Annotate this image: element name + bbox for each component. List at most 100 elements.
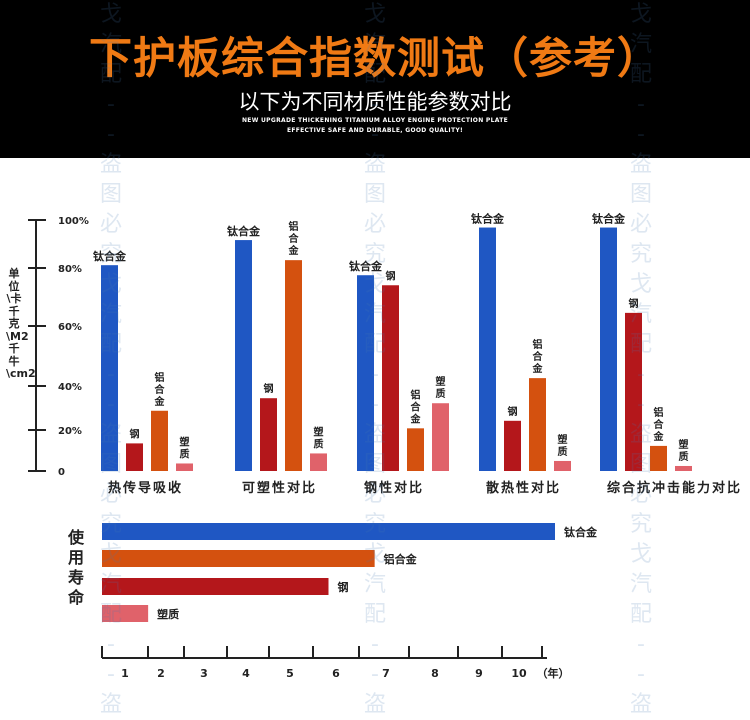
- watermark-glyph: -: [371, 92, 379, 117]
- bar-label: 合: [653, 418, 665, 431]
- bar-label: 金: [154, 395, 166, 408]
- life-bar-steel: [102, 578, 329, 595]
- watermark-glyph: 戈: [99, 542, 122, 567]
- watermark-glyph: 配: [99, 332, 122, 357]
- bar-steel: [260, 398, 277, 471]
- watermark-glyph: 究: [629, 242, 652, 267]
- watermark-glyph: 戈: [629, 272, 652, 297]
- watermark-glyph: -: [637, 362, 645, 387]
- x-tick-label: 7: [382, 667, 390, 680]
- english-tagline-1: NEW UPGRADE THICKENING TITANIUM ALLOY EN…: [241, 117, 509, 124]
- life-bar-titanium: [102, 523, 555, 540]
- life-bar-label: 铝合金: [384, 552, 418, 566]
- x-tick-label: 5: [286, 667, 294, 680]
- bar-label: 铝: [533, 338, 543, 351]
- bar-steel: [382, 285, 399, 471]
- life-bar-label: 钛合金: [564, 525, 598, 539]
- watermark-glyph: 究: [629, 512, 652, 537]
- watermark-glyph: 戈: [629, 2, 652, 27]
- watermark-glyph: -: [637, 122, 645, 147]
- life-bar-label: 塑质: [157, 607, 179, 621]
- bar-label: 质: [679, 450, 689, 463]
- bar-label: 钢: [130, 427, 140, 440]
- watermark-glyph: 究: [99, 242, 122, 267]
- bar-label: 质: [558, 445, 568, 458]
- page-subtitle: 以下为不同材质性能参数对比: [238, 90, 512, 114]
- watermark-glyph: 配: [363, 62, 386, 87]
- life-bar-plastic: [102, 605, 149, 622]
- watermark-glyph: 必: [629, 212, 652, 237]
- bar-label: 铝: [654, 406, 664, 419]
- bar-aluminum: [285, 260, 302, 471]
- watermark-glyph: 盗: [363, 152, 386, 177]
- watermark-glyph: 配: [629, 602, 652, 627]
- bar-plastic: [310, 453, 327, 471]
- bar-titanium: [600, 227, 617, 471]
- watermark-glyph: 盗: [99, 692, 122, 717]
- watermark-glyph: -: [107, 392, 115, 417]
- watermark-glyph: -: [107, 92, 115, 117]
- bar-steel: [126, 443, 143, 471]
- bar-aluminum: [529, 378, 546, 471]
- group-label: 钢性对比: [364, 480, 424, 496]
- watermark-glyph: 必: [99, 482, 122, 507]
- watermark-glyph: 汽: [363, 302, 386, 327]
- x-axis-unit: （年）: [537, 666, 570, 680]
- x-tick-label: 8: [431, 667, 439, 680]
- watermark-glyph: -: [371, 122, 379, 147]
- watermark-glyph: -: [371, 362, 379, 387]
- bar-label: 钢: [629, 297, 639, 310]
- bar-aluminum: [650, 445, 667, 471]
- watermark-glyph: 必: [363, 482, 386, 507]
- english-tagline-2: EFFECTIVE SAFE AND DURABLE, GOOD QUALITY…: [286, 127, 464, 134]
- bar-label: 铝: [155, 371, 165, 384]
- x-tick-label: 3: [200, 667, 208, 680]
- bar-plastic: [675, 465, 692, 471]
- watermark-glyph: -: [637, 662, 645, 687]
- bar-label: 钢: [264, 382, 274, 395]
- bar-label: 质: [180, 447, 190, 460]
- watermark-glyph: 汽: [629, 572, 652, 597]
- watermark-glyph: 图: [99, 182, 122, 207]
- y-tick-label: 100%: [58, 216, 89, 227]
- bar-label: 钛合金: [592, 212, 626, 226]
- watermark-glyph: 汽: [99, 572, 122, 597]
- watermark-glyph: 必: [363, 212, 386, 237]
- bar-label: 金: [653, 430, 665, 443]
- x-tick-label: 10: [511, 667, 527, 680]
- bar-label: 钛合金: [93, 249, 127, 263]
- watermark-glyph: 图: [629, 452, 652, 477]
- bar-label: 合: [288, 232, 300, 245]
- watermark-glyph: -: [371, 662, 379, 687]
- bar-label: 塑: [314, 425, 324, 438]
- comparison-chart: 020%40%60%80%100%钛合金钢铝合金塑质热传导吸收钛合金钢铝合金塑质…: [28, 212, 740, 680]
- group-label: 散热性对比: [486, 480, 561, 496]
- header-banner: 下护板综合指数测试（参考） 以下为不同材质性能参数对比 NEW UPGRADE …: [0, 0, 750, 158]
- page-title: 下护板综合指数测试（参考）: [89, 34, 661, 84]
- watermark-glyph: -: [107, 362, 115, 387]
- watermark-glyph: 配: [99, 62, 122, 87]
- watermark-glyph: 图: [99, 452, 122, 477]
- bar-label: 钛合金: [349, 259, 383, 273]
- bar-steel: [625, 312, 642, 471]
- y-tick-label: 60%: [58, 322, 82, 333]
- watermark-glyph: -: [371, 632, 379, 657]
- watermark-glyph: 戈: [99, 272, 122, 297]
- life-bar-label: 钢: [338, 580, 349, 594]
- watermark-glyph: 戈: [363, 272, 386, 297]
- bar-plastic: [432, 403, 449, 471]
- bar-steel: [504, 420, 521, 471]
- y-tick-label: 40%: [58, 382, 82, 393]
- x-tick-label: 2: [157, 667, 165, 680]
- bar-plastic: [176, 463, 193, 471]
- bar-label: 合: [154, 383, 166, 396]
- bar-label: 塑: [436, 375, 446, 388]
- bar-label: 金: [410, 412, 422, 425]
- watermark-glyph: 图: [363, 452, 386, 477]
- bar-label: 金: [532, 362, 544, 375]
- bar-titanium: [357, 275, 374, 471]
- bar-aluminum: [151, 410, 168, 471]
- bar-label: 钢: [508, 405, 518, 418]
- bar-label: 金: [288, 244, 300, 257]
- bar-label: 塑: [679, 438, 689, 451]
